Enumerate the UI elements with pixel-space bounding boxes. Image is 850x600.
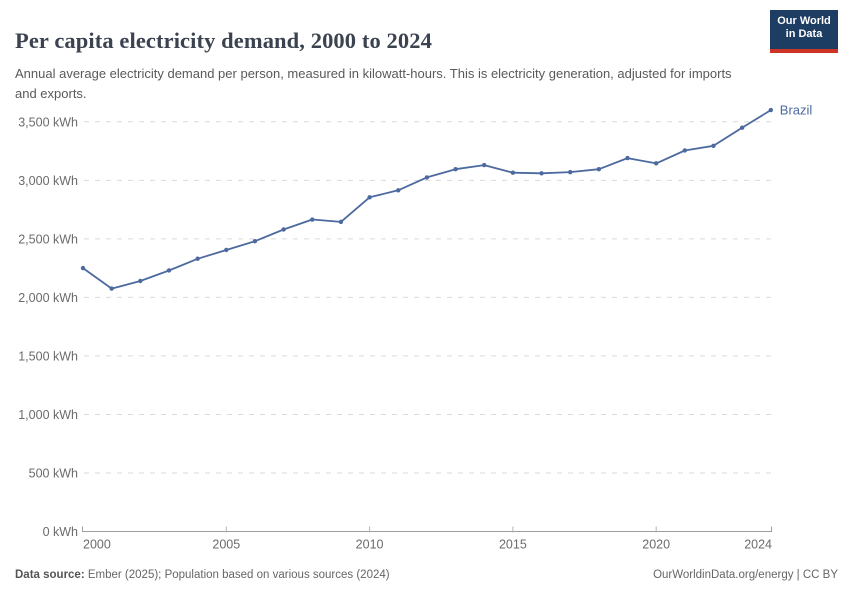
y-axis-label-1000: 1,000 kWh xyxy=(18,408,78,422)
y-axis-label-0: 0 kWh xyxy=(43,525,78,539)
owid-logo[interactable]: Our World in Data xyxy=(770,10,838,53)
data-point-brazil-2001[interactable] xyxy=(109,286,114,291)
data-point-brazil-2000[interactable] xyxy=(80,265,86,271)
data-point-brazil-2011[interactable] xyxy=(396,188,401,193)
data-point-brazil-2004[interactable] xyxy=(195,256,200,261)
chart-footer: Data source: Ember (2025); Population ba… xyxy=(15,569,838,581)
data-point-brazil-2017[interactable] xyxy=(567,169,573,175)
data-source-label: Data source: xyxy=(15,569,85,581)
y-axis-label-1500: 1,500 kWh xyxy=(18,349,78,363)
data-source-note: Data source: Ember (2025); Population ba… xyxy=(15,569,390,581)
series-line-brazil[interactable] xyxy=(82,109,772,290)
series-end-label-brazil[interactable]: Brazil xyxy=(780,103,813,118)
x-axis-label-2005: 2005 xyxy=(212,538,240,552)
data-point-brazil-2018[interactable] xyxy=(596,167,602,172)
data-point-brazil-2003[interactable] xyxy=(166,268,172,273)
x-axis-label-2000: 2000 xyxy=(83,538,111,552)
data-point-brazil-2009[interactable] xyxy=(338,219,344,225)
y-axis-label-2500: 2,500 kWh xyxy=(18,232,78,246)
data-point-brazil-2022[interactable] xyxy=(711,143,716,148)
data-point-brazil-2014[interactable] xyxy=(482,162,487,168)
data-point-brazil-2002[interactable] xyxy=(138,278,143,284)
data-point-brazil-2006[interactable] xyxy=(252,238,258,244)
x-axis-label-2020: 2020 xyxy=(642,538,670,552)
data-point-brazil-2008[interactable] xyxy=(310,217,315,222)
data-point-brazil-2015[interactable] xyxy=(510,170,516,175)
data-point-brazil-2021[interactable] xyxy=(682,148,688,153)
owid-logo-line2: in Data xyxy=(785,28,823,40)
data-point-brazil-2020[interactable] xyxy=(653,161,659,166)
page-title: Per capita electricity demand, 2000 to 2… xyxy=(15,28,432,54)
owid-url-license-link[interactable]: OurWorldinData.org/energy | CC BY xyxy=(653,569,838,581)
data-source-text: Ember (2025); Population based on variou… xyxy=(84,569,390,581)
y-axis-label-3000: 3,000 kWh xyxy=(18,174,78,188)
data-point-brazil-2023[interactable] xyxy=(739,125,745,130)
data-point-brazil-2024[interactable] xyxy=(768,107,773,113)
owid-logo-line1: Our World xyxy=(777,15,831,27)
data-point-brazil-2013[interactable] xyxy=(453,167,458,172)
data-point-brazil-2005[interactable] xyxy=(224,247,229,253)
data-point-brazil-2007[interactable] xyxy=(281,227,286,232)
y-axis-label-2000: 2,000 kWh xyxy=(18,291,78,305)
chart-subtitle: Annual average electricity demand per pe… xyxy=(15,66,732,101)
data-point-brazil-2010[interactable] xyxy=(367,195,372,200)
data-point-brazil-2016[interactable] xyxy=(539,171,544,176)
data-point-brazil-2012[interactable] xyxy=(424,175,430,180)
x-axis-label-2010: 2010 xyxy=(356,538,384,552)
y-axis-label-3500: 3,500 kWh xyxy=(18,115,78,129)
x-axis-label-2024: 2024 xyxy=(744,538,772,552)
x-axis-label-2015: 2015 xyxy=(499,538,527,552)
y-axis-label-500: 500 kWh xyxy=(29,466,78,480)
data-point-brazil-2019[interactable] xyxy=(625,155,630,161)
